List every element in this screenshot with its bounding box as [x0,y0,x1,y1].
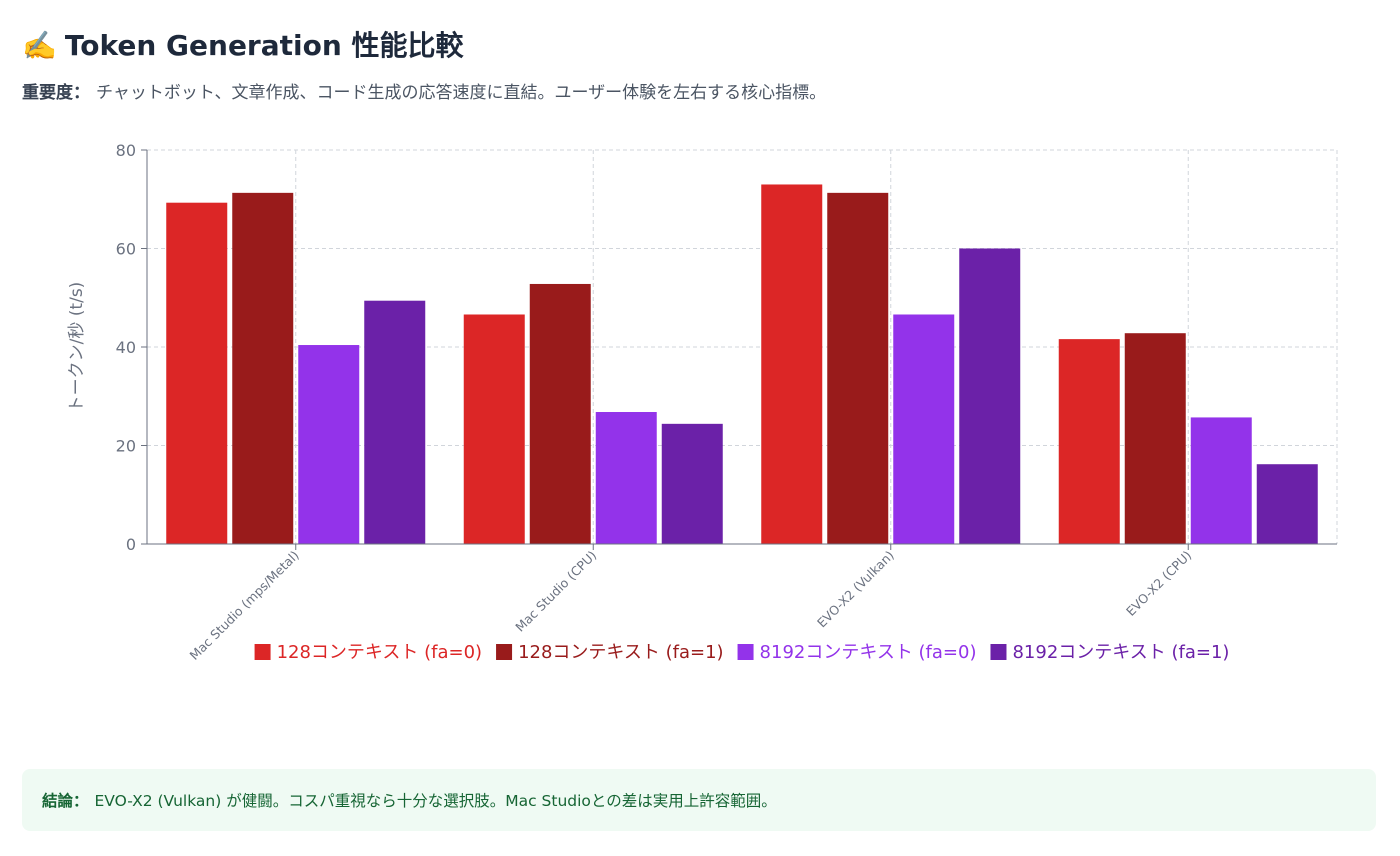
conclusion-text: EVO-X2 (Vulkan) が健闘。コスパ重視なら十分な選択肢。Mac St… [94,792,777,810]
legend-label: 8192コンテキスト (fa=0) [760,642,977,663]
bar [1124,333,1186,544]
importance-note: 重要度： チャットボット、文章作成、コード生成の応答速度に直結。ユーザー体験を左右… [22,78,826,103]
legend-swatch [737,644,754,660]
bar [827,192,889,544]
legend-swatch [990,644,1007,660]
bar [298,345,360,544]
legend-label: 128コンテキスト (fa=1) [518,642,723,663]
bar [661,423,723,544]
x-tick-label: EVO-X2 (Vulkan) [814,548,897,631]
y-tick-label: 0 [126,535,136,554]
writing-hand-icon: ✍️ [22,29,57,62]
importance-text: チャットボット、文章作成、コード生成の応答速度に直結。ユーザー体験を左右する核心… [96,83,827,103]
bar [166,202,228,544]
title-text: Token Generation 性能比較 [64,29,464,62]
bar [232,192,294,544]
bar [893,314,955,544]
bar [1256,464,1318,544]
page-title: ✍️ Token Generation 性能比較 [22,24,464,64]
bar [595,412,657,544]
bar [1058,339,1120,544]
bar [529,283,591,544]
bar [1190,417,1252,544]
legend-swatch [496,644,513,660]
bar [463,314,525,544]
y-tick-label: 80 [116,141,136,160]
legend-label: 128コンテキスト (fa=0) [277,642,482,663]
legend-swatch [254,644,271,660]
importance-label: 重要度： [22,83,90,103]
bar [761,184,823,544]
y-tick-label: 20 [116,437,136,456]
y-axis-label: トークン/秒 (t/s) [67,282,87,413]
conclusion-box: 結論： EVO-X2 (Vulkan) が健闘。コスパ重視なら十分な選択肢。Mac… [22,769,1376,831]
y-tick-label: 60 [116,240,136,259]
conclusion-label: 結論： [42,792,89,810]
x-tick-label: EVO-X2 (CPU) [1123,548,1194,619]
y-tick-label: 40 [116,338,136,357]
x-tick-label: Mac Studio (CPU) [512,548,599,635]
bar [364,300,426,544]
legend-label: 8192コンテキスト (fa=1) [1012,642,1229,663]
bar [959,248,1021,544]
